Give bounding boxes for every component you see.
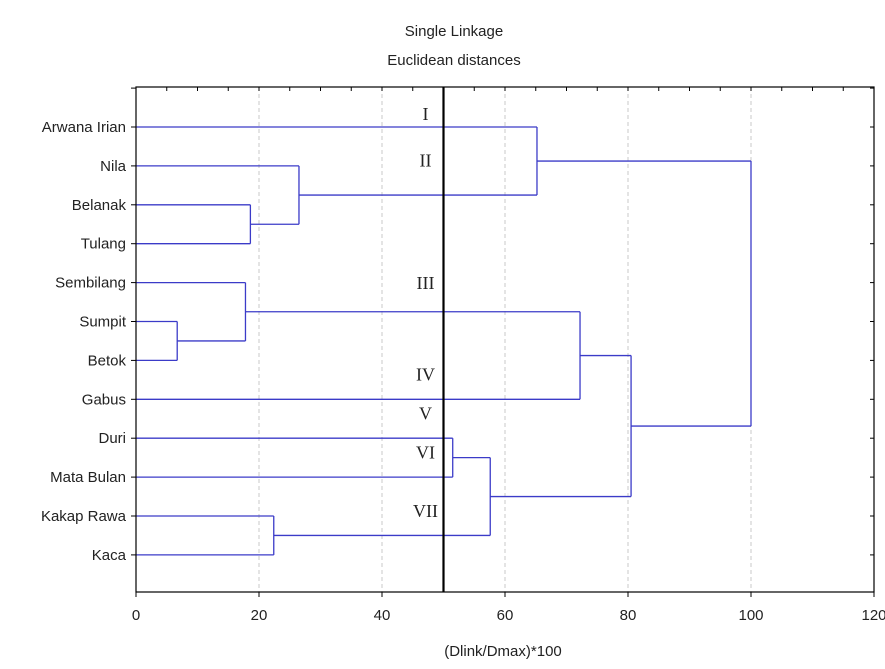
- plot-frame: [131, 86, 875, 593]
- x-tick-label: 60: [497, 607, 514, 624]
- leaf-label: Duri: [98, 430, 126, 447]
- leaf-label: Belanak: [72, 197, 127, 214]
- x-tick-label: 40: [374, 607, 391, 624]
- leaf-label: Nila: [100, 158, 126, 175]
- cluster-label: III: [417, 273, 435, 293]
- x-tick-label: 20: [251, 607, 268, 624]
- leaf-label: Gabus: [82, 391, 126, 408]
- x-tick-label: 100: [738, 607, 763, 624]
- cluster-label: V: [419, 404, 432, 424]
- leaf-label: Kaca: [92, 547, 127, 564]
- x-tick-label: 120: [861, 607, 885, 624]
- leaf-label: Betok: [88, 352, 127, 369]
- cluster-label: VI: [416, 442, 435, 462]
- leaf-label: Sembilang: [55, 275, 126, 292]
- cluster-label: II: [420, 151, 432, 171]
- x-axis-ticks: 0 20 40 60 80 100 120: [132, 592, 885, 624]
- chart-title: Single Linkage: [405, 23, 503, 40]
- chart-subtitle: Euclidean distances: [387, 52, 520, 69]
- leaf-label: Kakap Rawa: [41, 508, 127, 525]
- leaf-label: Tulang: [81, 236, 126, 253]
- cluster-label: VII: [413, 501, 438, 521]
- leaf-label: Sumpit: [79, 314, 127, 331]
- grid-lines: [258, 87, 752, 592]
- leaf-labels: Arwana Irian Nila Belanak Tulang Sembilang Su…: [41, 119, 127, 564]
- leaf-label: Arwana Irian: [42, 119, 126, 136]
- leaf-label: Mata Bulan: [50, 469, 126, 486]
- cluster-label: I: [423, 104, 429, 124]
- dendrogram-links: [136, 126, 752, 556]
- cluster-label: IV: [416, 365, 435, 385]
- x-tick-label: 0: [132, 607, 140, 624]
- x-axis-title: (Dlink/Dmax)*100: [444, 643, 562, 660]
- x-tick-label: 80: [620, 607, 637, 624]
